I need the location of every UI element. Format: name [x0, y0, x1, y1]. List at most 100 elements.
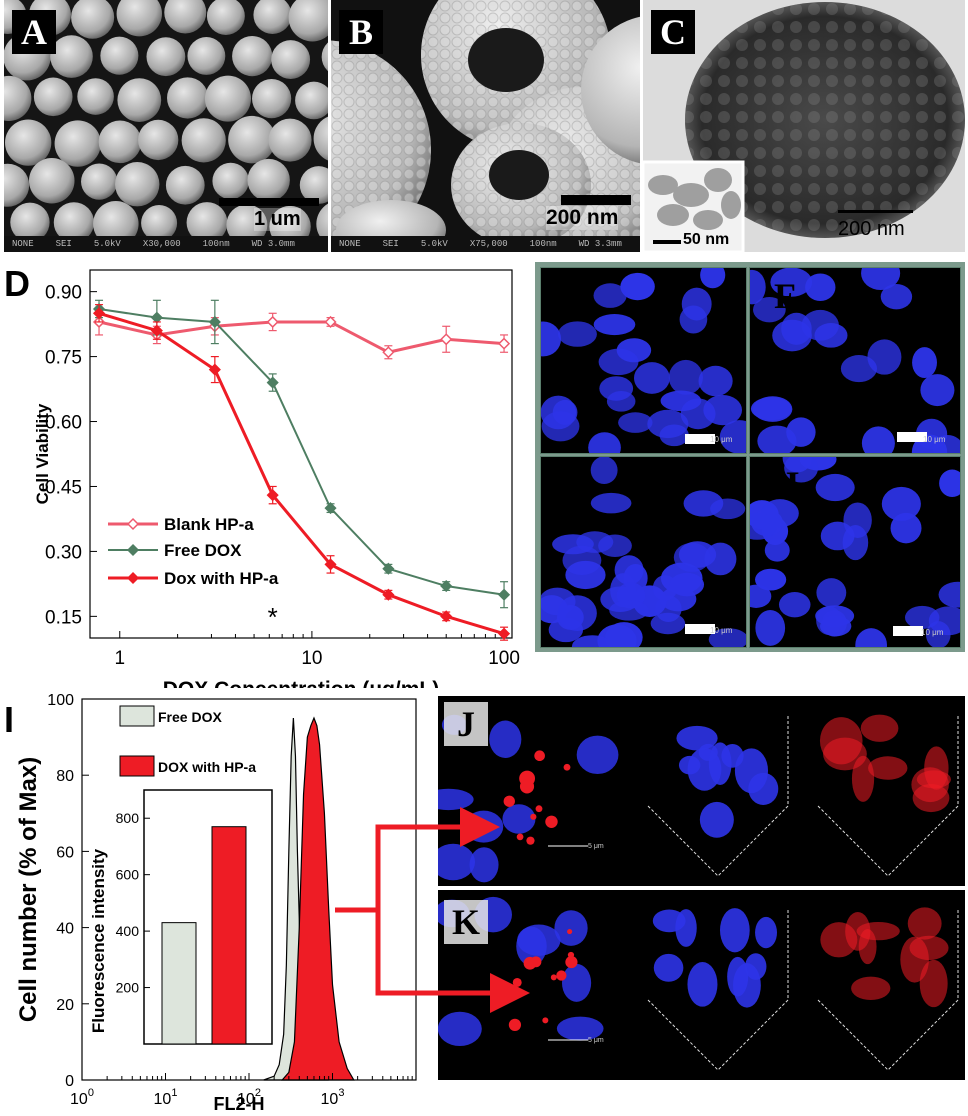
- inset-y-axis-label: Fluorescence intensity: [89, 848, 108, 1033]
- y-tick-label: 0.75: [45, 348, 82, 369]
- x-tick-label: 10: [301, 648, 322, 669]
- drug-spot: [907, 907, 942, 940]
- panel-label-b: B: [339, 10, 383, 54]
- panel-e-image: [540, 267, 747, 454]
- cell-nucleus: [880, 283, 913, 310]
- cell-nucleus: [928, 606, 960, 636]
- cell-nucleus: [647, 409, 689, 439]
- inset-bar: [161, 922, 197, 1045]
- cell-nucleus: [588, 432, 621, 453]
- panel-a-sem: A 1 um NONE SEI 5.0kV X30,000 100nm WD 3.0mm: [4, 0, 328, 252]
- drug-spot: [856, 921, 900, 941]
- cell-nucleus: [614, 555, 644, 585]
- data-point: [150, 311, 163, 324]
- cell-nucleus: [867, 339, 902, 375]
- scale-bar-c: [838, 210, 913, 213]
- cell-nucleus: [920, 374, 955, 407]
- scale-label-c-inset: 50 nm: [683, 231, 730, 248]
- data-point: [208, 363, 221, 376]
- cell-nucleus: [786, 417, 816, 447]
- cell-nucleus: [855, 628, 887, 647]
- data-point: [324, 558, 337, 571]
- x-tick-label: 102: [237, 1087, 261, 1108]
- nucleus-blob: [489, 720, 522, 758]
- drug-spot: [516, 833, 524, 841]
- scale-label: 5 μm: [588, 1037, 604, 1044]
- data-point: [382, 588, 395, 601]
- series-line: [98, 311, 505, 636]
- cell-nucleus: [679, 305, 708, 334]
- data-point: [440, 579, 453, 593]
- nucleus-blob: [556, 1016, 604, 1041]
- nucleus-blob: [727, 956, 749, 997]
- panel-c-tem: C 200 nm 50 nm: [643, 0, 965, 252]
- cell-nucleus: [843, 502, 872, 538]
- cell-nucleus: [650, 612, 686, 635]
- drug-spot: [912, 783, 950, 813]
- cell-nucleus: [700, 268, 726, 289]
- cell-nucleus: [660, 390, 702, 412]
- drug-spot: [567, 929, 573, 935]
- panel-label-i: I: [4, 699, 14, 740]
- cell-nucleus: [669, 572, 705, 597]
- legend-marker: [126, 517, 140, 531]
- scale-bar-g: [685, 624, 715, 634]
- cell-nucleus: [590, 457, 618, 485]
- nucleus-blob: [687, 962, 718, 1007]
- nucleus-blob: [438, 843, 476, 881]
- data-point: [92, 307, 106, 320]
- y-tick-label: 20: [56, 997, 74, 1014]
- panel-g-image: [540, 456, 747, 648]
- cell-nucleus: [750, 513, 778, 540]
- cell-nucleus: [620, 272, 655, 301]
- panel-label-c: C: [651, 10, 695, 54]
- axis-frame: [817, 999, 959, 1071]
- inset-y-tick-label: 200: [116, 980, 140, 996]
- drug-spot: [563, 763, 571, 771]
- panel-k-image: 5 μm: [438, 896, 959, 1071]
- connector-arrows: [335, 807, 530, 1013]
- panel-label-f: F: [774, 276, 796, 316]
- cell-nucleus: [815, 473, 855, 502]
- panel-b-sem: B 200 nm NONE SEI 5.0kV X75,000 100nm WD 3.3m…: [331, 0, 640, 252]
- cell-nucleus: [816, 578, 847, 608]
- cell-nucleus: [778, 591, 811, 618]
- panel-label-h: H: [770, 464, 799, 504]
- inset-bar: [211, 826, 247, 1045]
- cell-nucleus: [755, 568, 787, 591]
- panel-f-image: [749, 267, 961, 454]
- drug-spot: [503, 795, 515, 807]
- inset-y-tick-label: 400: [116, 923, 140, 939]
- drug-spot: [565, 956, 578, 969]
- data-point: [208, 315, 221, 329]
- nucleus-blob: [755, 916, 778, 949]
- data-point: [324, 315, 337, 329]
- drug-spot: [519, 779, 535, 794]
- cell-nucleus: [755, 610, 786, 646]
- cell-nucleus: [668, 359, 703, 395]
- y-axis-label: Cell number (% of Max): [15, 757, 42, 1022]
- scale-bar-b: [561, 195, 631, 205]
- cell-nucleus: [939, 469, 960, 498]
- arrow-to-k: [375, 910, 530, 1013]
- y-tick-label: 0.60: [45, 413, 82, 434]
- axis-frame: [647, 999, 789, 1071]
- panel-label-k: K: [444, 900, 488, 944]
- data-point: [497, 627, 511, 640]
- scale-label-a: 1 um: [254, 208, 301, 231]
- drug-spot: [567, 951, 575, 959]
- cell-nucleus: [678, 541, 717, 568]
- data-point: [266, 376, 279, 389]
- nucleus-blob: [652, 909, 686, 933]
- cell-nucleus: [772, 319, 812, 352]
- cell-nucleus: [593, 314, 636, 336]
- nucleus-blob: [720, 908, 750, 953]
- sem-footer-a: NONE SEI 5.0kV X30,000 100nm WD 3.0mm: [4, 236, 328, 252]
- panel-label-d: D: [4, 263, 30, 304]
- y-tick-label: 0.90: [45, 283, 82, 304]
- cell-nucleus: [770, 268, 813, 297]
- drug-spot: [924, 746, 949, 790]
- drug-spot: [909, 935, 949, 961]
- x-tick-label: 100: [70, 1087, 94, 1108]
- data-point: [382, 562, 395, 575]
